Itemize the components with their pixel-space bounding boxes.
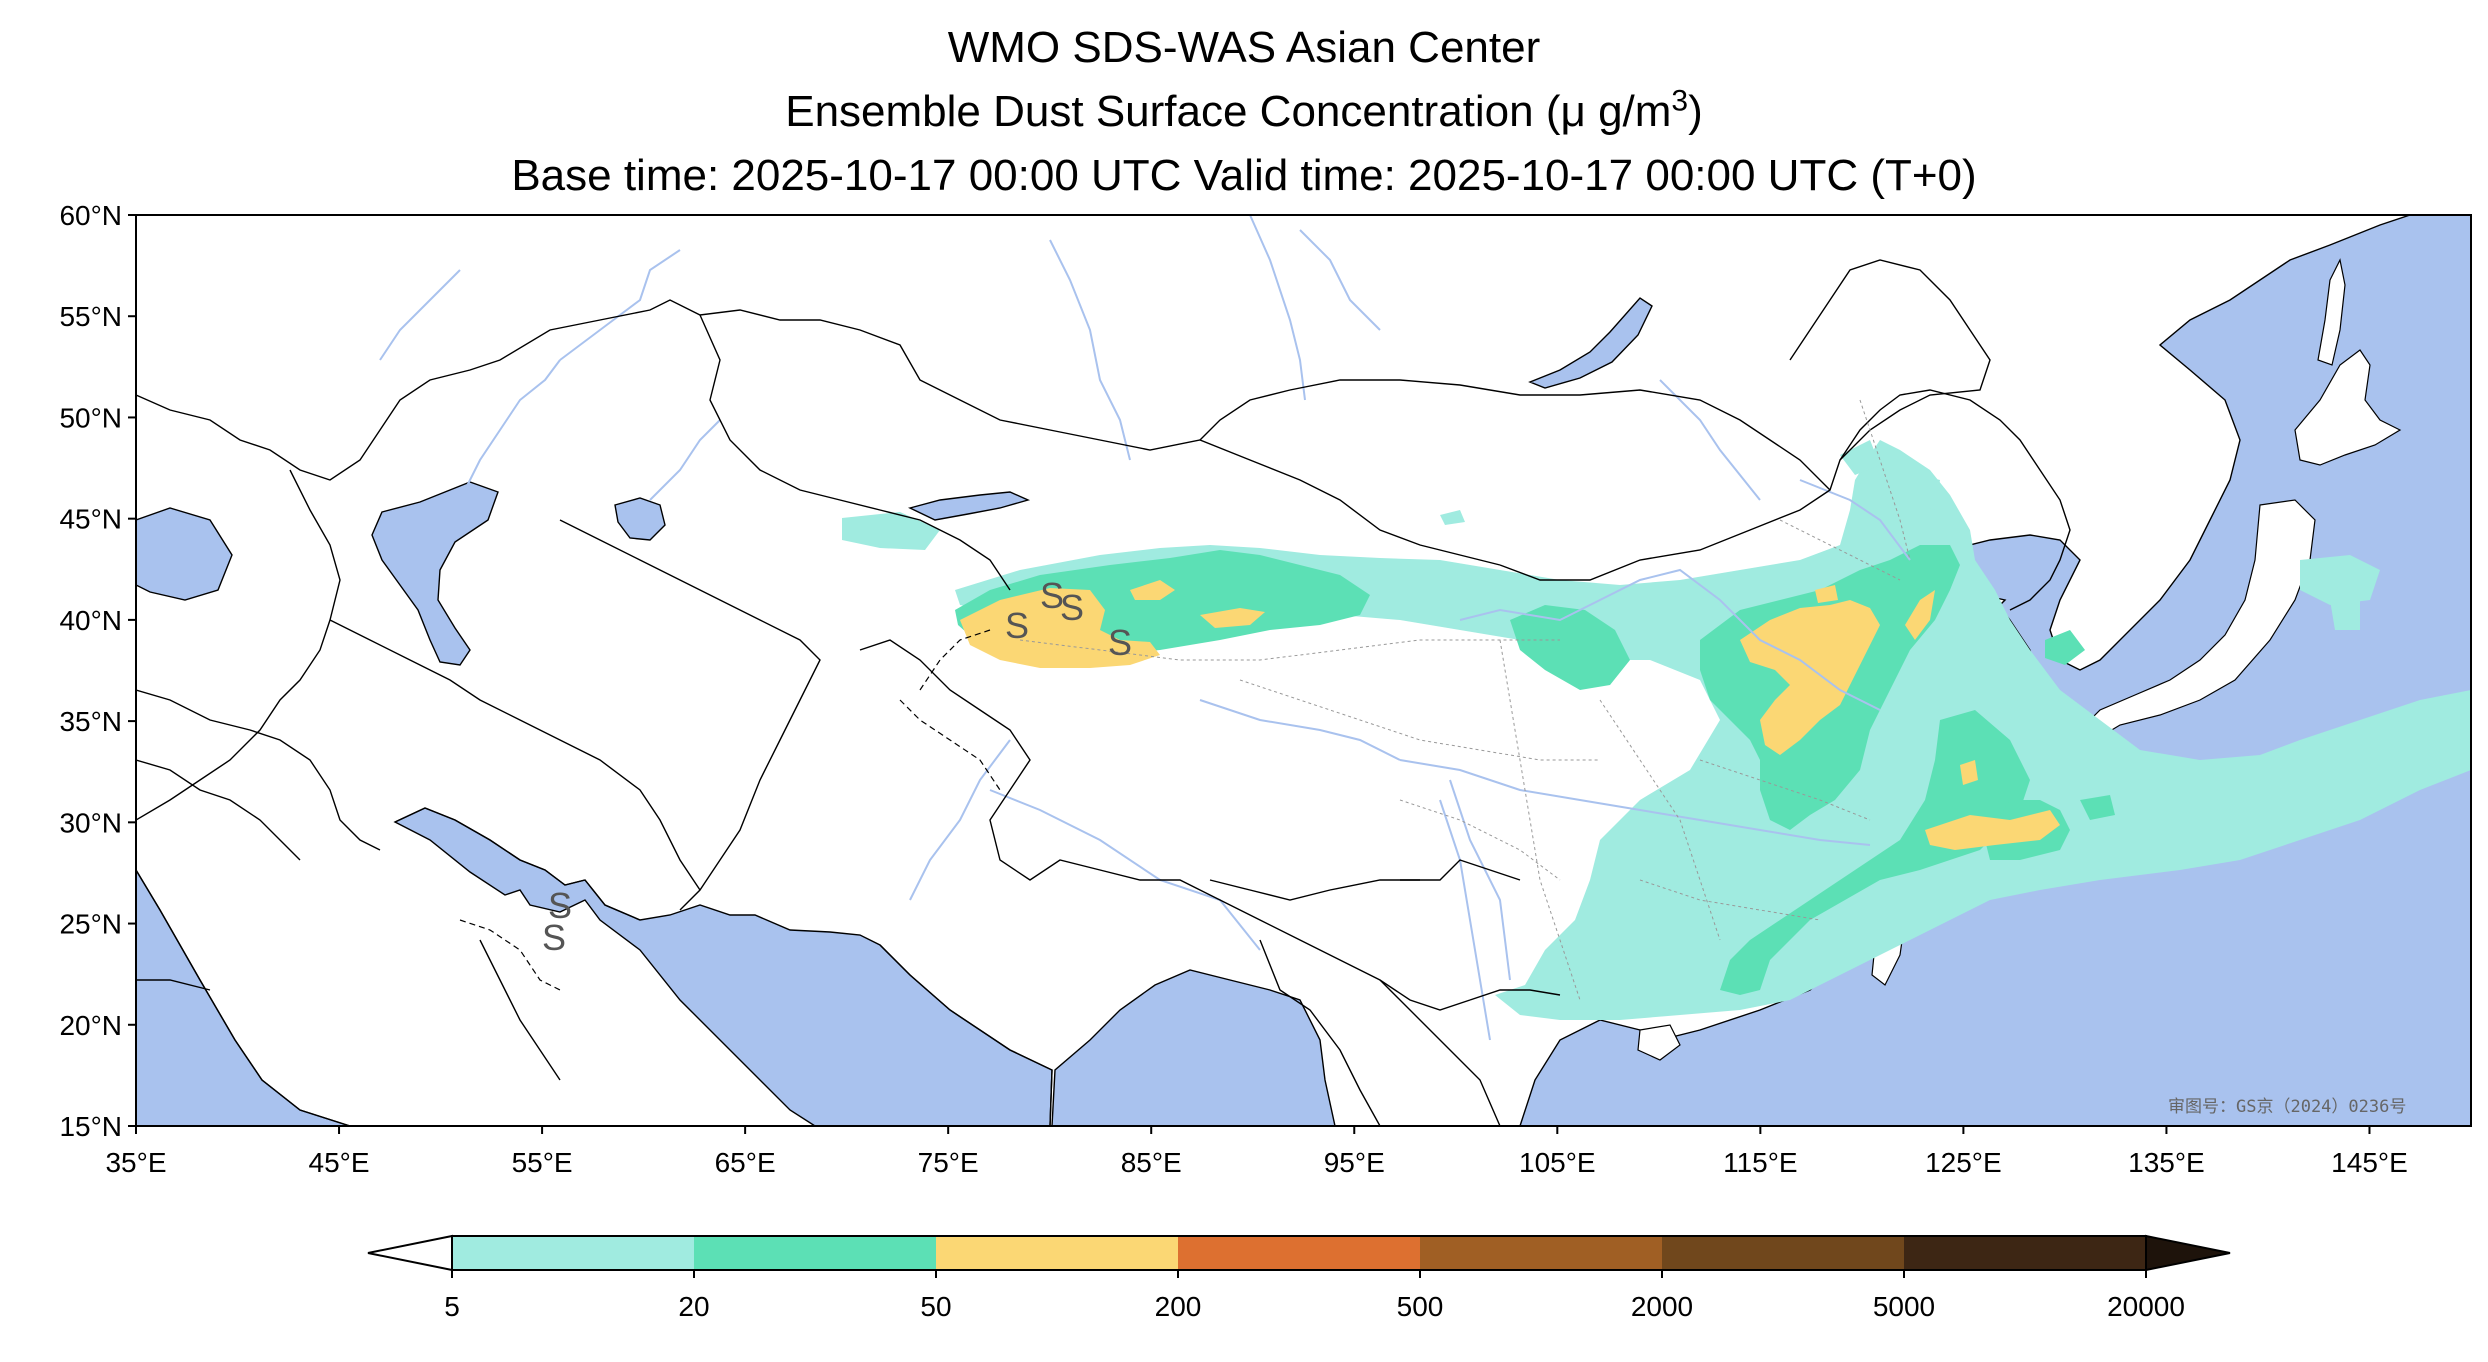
dust-contours (842, 440, 2471, 1020)
colorbar-segment (694, 1236, 937, 1270)
lon-tick-label: 135°E (2128, 1147, 2205, 1178)
lon-tick-label: 85°E (1121, 1147, 1182, 1178)
country-borders (136, 259, 2071, 1126)
colorbar-segment (1420, 1236, 1663, 1270)
lat-tick-label: 45°N (59, 504, 122, 535)
province-boundaries (1019, 399, 1911, 1001)
colorbar: 5 20 50 200 500 2000 5000 20000 (367, 1234, 2231, 1322)
lon-tick-label: 55°E (512, 1147, 573, 1178)
lake-baikal (1528, 297, 1653, 389)
dust-symbol: S (542, 917, 566, 958)
map-frame (135, 214, 2472, 1127)
lon-tick-label: 65°E (715, 1147, 776, 1178)
lat-tick-label: 25°N (59, 909, 122, 940)
dust-symbol: S (1060, 587, 1084, 628)
lat-tick-label: 55°N (59, 301, 122, 332)
hokkaido (2294, 349, 2402, 466)
black-sea (136, 507, 233, 601)
aral-sea (614, 497, 666, 541)
map-area: S S S S S S 审图号：GS京（2024）0236号 (136, 215, 2471, 1126)
map-approval-number: 审图号：GS京（2024）0236号 (2168, 1097, 2406, 1117)
lat-tick-label: 35°N (59, 706, 122, 737)
hainan (1637, 1024, 1681, 1061)
rivers (379, 215, 1911, 1041)
colorbar-outline (451, 1235, 2147, 1271)
colorbar-segment (1178, 1236, 1421, 1270)
lon-tick-label: 105°E (1519, 1147, 1596, 1178)
lat-tick-label: 40°N (59, 605, 122, 636)
latitude-ticks: 15°N 20°N 25°N 30°N 35°N 40°N 45°N 50°N 55°N 60°N (59, 200, 136, 1142)
lat-tick-label: 15°N (59, 1111, 122, 1142)
title-line-3: Base time: 2025-10-17 00:00 UTC Valid ti… (511, 151, 1977, 200)
colorbar-segment (1904, 1236, 2147, 1270)
longitude-ticks: 35°E 45°E 55°E 65°E 75°E 85°E 95°E 105°E 115°E 12… (105, 1126, 2408, 1178)
dust-symbol: S (1005, 605, 1029, 646)
lat-tick-label: 20°N (59, 1010, 122, 1041)
lake-balkhash (907, 491, 1031, 521)
lon-tick-label: 95°E (1324, 1147, 1385, 1178)
colorbar-tick-label: 50 (920, 1291, 951, 1322)
title-line-2-superscript: 3 (1671, 84, 1689, 118)
title-line-1: WMO SDS-WAS Asian Center (947, 23, 1541, 72)
dust-symbols: S S S S S S (542, 575, 1132, 958)
sakhalin (2317, 258, 2346, 366)
dashed-boundaries (459, 629, 1001, 991)
title-line-2-text: Ensemble Dust Surface Concentration (μ g… (785, 87, 1672, 136)
lat-tick-label: 50°N (59, 402, 122, 433)
lon-tick-label: 145°E (2331, 1147, 2408, 1178)
dust-level-50-200 (960, 580, 2060, 850)
colorbar-tick-label: 200 (1155, 1291, 1202, 1322)
lon-tick-label: 115°E (1723, 1147, 1798, 1178)
lat-tick-label: 30°N (59, 807, 122, 838)
colorbar-segment (452, 1236, 695, 1270)
colorbar-tick-label: 5000 (1873, 1291, 1935, 1322)
caspian-sea (371, 481, 499, 666)
lon-tick-label: 125°E (1925, 1147, 2002, 1178)
colorbar-tick-label: 5 (444, 1291, 460, 1322)
colorbar-over-arrow (2145, 1234, 2231, 1272)
colorbar-tick-label: 20000 (2107, 1291, 2185, 1322)
coastlines (136, 807, 1053, 1126)
lat-tick-label: 60°N (59, 200, 122, 231)
bay-of-bengal (1051, 969, 1336, 1126)
title-line-2: Ensemble Dust Surface Concentration (μ g… (0, 86, 2488, 138)
dust-symbol: S (1040, 575, 1064, 616)
colorbar-segment (1662, 1236, 1905, 1270)
colorbar-segment (936, 1236, 1179, 1270)
lon-tick-label: 75°E (918, 1147, 979, 1178)
colorbar-tick-label: 20 (678, 1291, 709, 1322)
colorbar-tick-label: 500 (1397, 1291, 1444, 1322)
lon-tick-label: 45°E (309, 1147, 370, 1178)
title-line-2-close: ) (1688, 87, 1703, 136)
colorbar-under-arrow (367, 1234, 453, 1272)
dust-symbol: S (548, 885, 572, 926)
dust-symbol: S (1108, 622, 1132, 663)
colorbar-tick-label: 2000 (1631, 1291, 1693, 1322)
lon-tick-label: 35°E (105, 1147, 166, 1178)
